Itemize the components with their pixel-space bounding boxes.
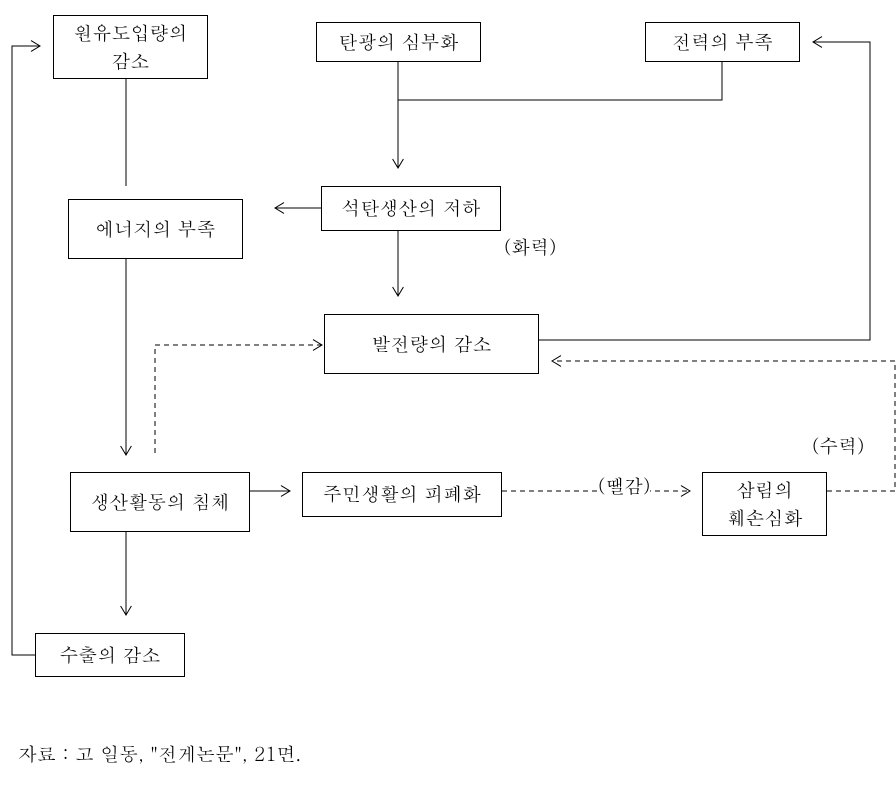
node-n10: 수출의 감소: [35, 633, 185, 677]
node-n7: 생산활동의 침체: [70, 472, 250, 532]
node-n5: 에너지의 부족: [68, 199, 243, 259]
edges-layer: [0, 0, 896, 801]
node-n9: 삼림의훼손심화: [702, 472, 827, 536]
node-n4: 석탄생산의 저하: [321, 186, 501, 231]
node-n6: 발전량의 감소: [324, 314, 539, 374]
source-note: 자료 : 고 일동, "전게논문", 21면.: [18, 740, 301, 767]
edge-label-l1: (화력): [504, 233, 556, 260]
edge-label-l2: (땔감): [598, 472, 650, 499]
node-n3: 전력의 부족: [645, 22, 800, 62]
node-n8: 주민생활의 피폐화: [302, 472, 502, 517]
flowchart-container: { "diagram": { "type": "flowchart", "bac…: [0, 0, 896, 801]
edge-label-l3: (수력): [812, 432, 864, 459]
node-n2: 탄광의 심부화: [316, 22, 481, 62]
node-n1: 원유도입량의감소: [53, 15, 208, 79]
